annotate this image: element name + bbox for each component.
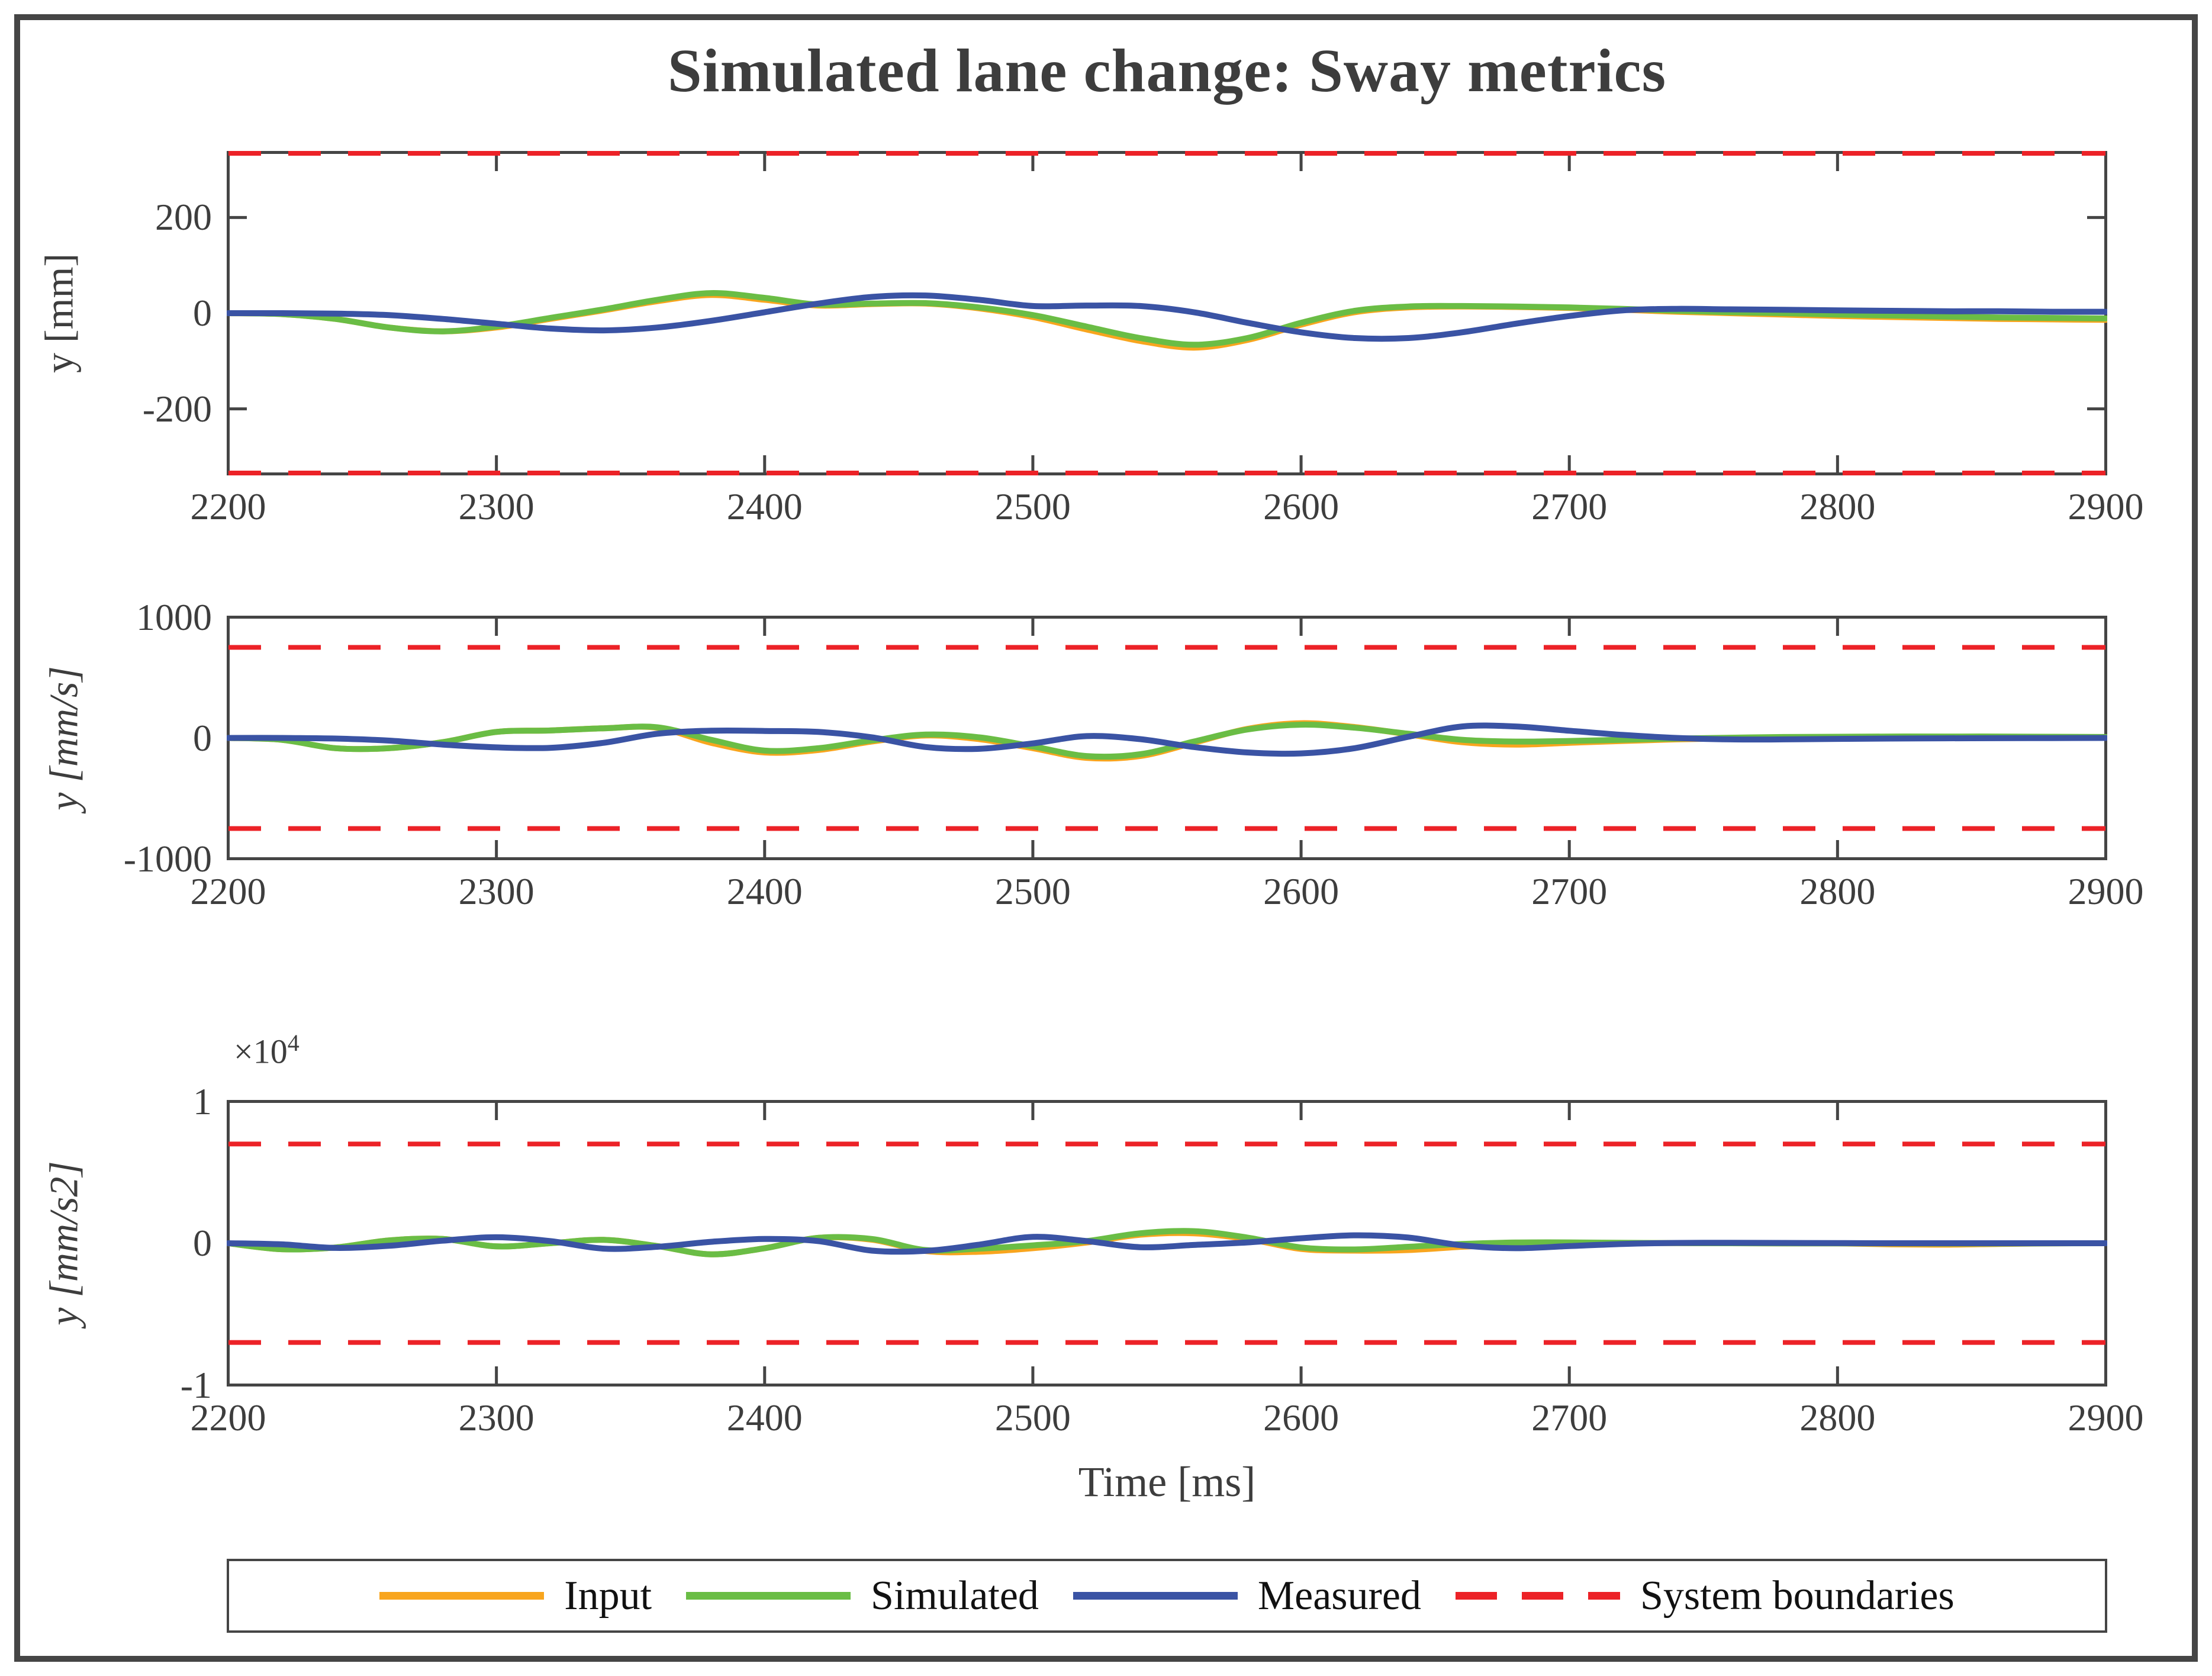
x-tick-label: 2400 <box>726 485 803 527</box>
legend-item-measured: Measured <box>1073 1572 1421 1620</box>
y-tick-label: -1 <box>180 1363 212 1406</box>
simulated-curve <box>227 290 2107 348</box>
x-tick-label: 2800 <box>1799 485 1876 527</box>
x-tick-label: 2500 <box>994 485 1071 527</box>
x-tick-label: 2800 <box>1799 870 1876 912</box>
x-tick-label: 2500 <box>994 1397 1071 1439</box>
acceleration-plot <box>227 1100 2107 1387</box>
x-tick-label: 2200 <box>190 870 266 912</box>
x-tick-label: 2300 <box>458 485 535 527</box>
figure-title: Simulated lane change: Sway metrics <box>667 37 1667 105</box>
legend-label: Measured <box>1257 1572 1421 1619</box>
y-tick-label: -200 <box>142 387 212 430</box>
velocity-plot <box>227 616 2107 860</box>
legend-item-input: Input <box>379 1572 652 1620</box>
x-tick-label: 2400 <box>726 1397 803 1439</box>
position-plot <box>227 151 2107 475</box>
x-axis-label: Time [ms] <box>1078 1458 1256 1505</box>
legend-box: Input Simulated Measured System boundari… <box>227 1559 2107 1633</box>
legend-item-simulated: Simulated <box>686 1572 1039 1620</box>
legend-label: System boundaries <box>1640 1572 1955 1619</box>
x-tick-label: 2800 <box>1799 1397 1876 1439</box>
y-tick-label: 200 <box>155 196 212 239</box>
x-tick-label: 2700 <box>1531 870 1608 912</box>
x-tick-label: 2900 <box>2068 870 2144 912</box>
x-tick-label: 2600 <box>1263 870 1340 912</box>
measured-curve <box>227 1232 2107 1255</box>
x-tick-label: 2200 <box>190 485 266 527</box>
x-tick-label: 2400 <box>726 870 803 912</box>
x-tick-label: 2900 <box>2068 485 2144 527</box>
legend-item-boundaries: System boundaries <box>1455 1572 1955 1620</box>
x-tick-label: 2600 <box>1263 485 1340 527</box>
measured-curve <box>227 722 2107 757</box>
legend-label: Simulated <box>871 1572 1039 1619</box>
figure-border <box>14 14 2198 1662</box>
y-tick-label: 0 <box>193 1222 212 1264</box>
measured-line-swatch <box>1073 1592 1238 1600</box>
x-tick-label: 2300 <box>458 870 535 912</box>
simulated-line-swatch <box>686 1592 851 1600</box>
measured-curve <box>227 292 2107 342</box>
x-tick-label: 2500 <box>994 870 1071 912</box>
x-tick-label: 2300 <box>458 1397 535 1439</box>
y-tick-label: -1000 <box>123 837 212 880</box>
y-tick-label: 1 <box>193 1080 212 1122</box>
input-line-swatch <box>379 1592 545 1600</box>
x-tick-label: 2600 <box>1263 1397 1340 1439</box>
legend-label: Input <box>564 1572 652 1619</box>
x-tick-label: 2200 <box>190 1397 266 1439</box>
y-tick-label: 0 <box>193 716 212 759</box>
x-tick-label: 2900 <box>2068 1397 2144 1439</box>
y-tick-label: 0 <box>193 292 212 334</box>
x-tick-label: 2700 <box>1531 1397 1608 1439</box>
x-tick-label: 2700 <box>1531 485 1608 527</box>
y-tick-label: 1000 <box>136 596 212 638</box>
boundary-line-swatch <box>1455 1592 1620 1600</box>
y-axis-exponent: ×104 <box>234 1030 300 1071</box>
